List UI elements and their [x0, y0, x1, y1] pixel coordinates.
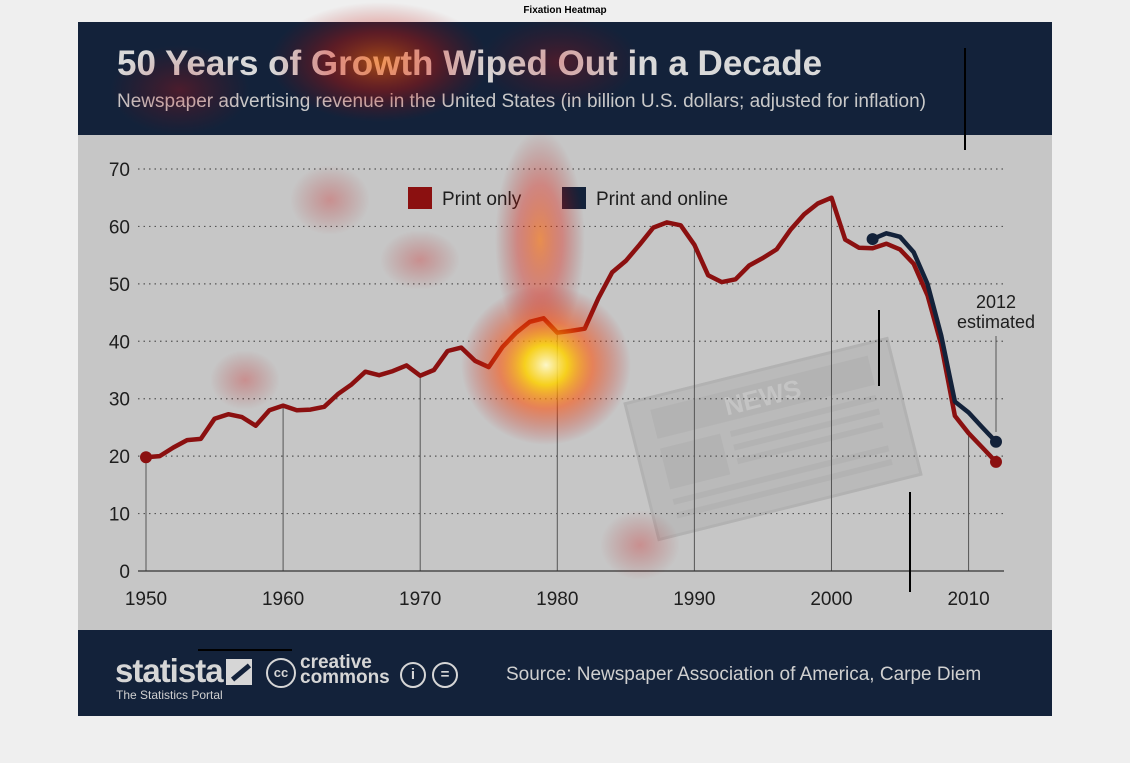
legend: Print only Print and online	[408, 187, 728, 210]
annotation-note: estimated	[957, 312, 1035, 332]
grid-lines	[138, 168, 1004, 515]
decade-lines	[145, 197, 970, 571]
attribution-icon: i	[400, 662, 426, 688]
data-point-marker	[990, 455, 1002, 468]
x-tick-label: 1950	[125, 589, 167, 610]
statista-logo-icon	[226, 659, 252, 685]
y-tick-label: 20	[109, 447, 130, 468]
x-tick-label: 1960	[262, 589, 304, 610]
source-note: Source: Newspaper Association of America…	[506, 664, 982, 685]
y-tick-label: 0	[119, 562, 130, 583]
infographic-panel: 50 Years of Growth Wiped Out in a Decade…	[78, 22, 1052, 716]
line-chart: NEWS 0 10 20 30 40 50 60 70 1950 1960 1970 1980 1990…	[109, 160, 1035, 610]
brand-tagline: The Statistics Portal	[116, 688, 223, 702]
legend-label: Print only	[442, 189, 522, 210]
y-tick-label: 50	[109, 275, 130, 296]
y-tick-label: 40	[109, 332, 130, 353]
brand-logo: statista	[115, 652, 224, 689]
y-tick-label: 30	[109, 390, 130, 411]
x-tick-label: 2000	[810, 589, 852, 610]
data-point-marker	[990, 435, 1002, 448]
data-point-marker	[866, 233, 879, 246]
data-point-marker	[140, 451, 152, 464]
y-tick-label: 60	[109, 217, 130, 238]
axes: 0 10 20 30 40 50 60 70 1950 1960 1970 1980 1990 2000 2…	[109, 160, 1004, 610]
infographic-footer: statista The Statistics Portal cc creati…	[78, 630, 1052, 716]
annotation-year: 2012	[976, 292, 1016, 312]
legend-label: Print and online	[596, 189, 728, 210]
license-label: creative commons	[300, 652, 390, 688]
legend-swatch	[408, 187, 432, 209]
x-tick-label: 1980	[536, 589, 578, 610]
legend-swatch	[562, 187, 586, 209]
x-tick-label: 2010	[947, 589, 989, 610]
creative-commons-icon: cc	[266, 658, 296, 688]
series-markers	[140, 233, 1002, 468]
y-tick-label: 10	[109, 505, 130, 526]
x-tick-label: 1970	[399, 589, 441, 610]
series-line-print-and-online	[870, 231, 999, 445]
y-tick-label: 70	[109, 160, 130, 181]
figure-title: Fixation Heatmap	[523, 5, 607, 16]
x-tick-label: 1990	[673, 589, 715, 610]
newspaper-icon: NEWS	[623, 336, 923, 542]
no-derivatives-icon: =	[432, 662, 458, 688]
